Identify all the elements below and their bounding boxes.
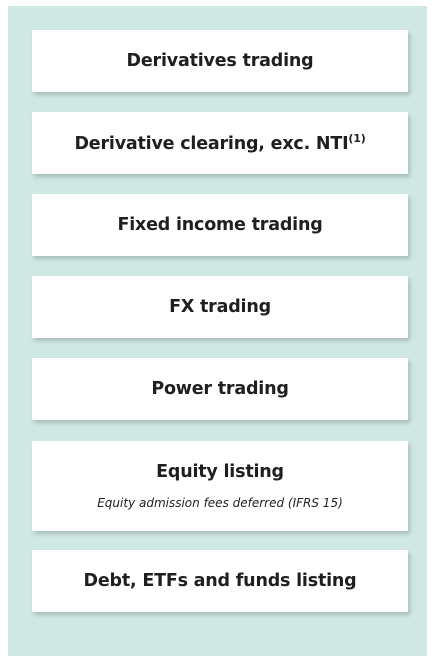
box-label: Equity listing [156, 462, 284, 482]
panel: Derivatives trading Derivative clearing,… [8, 6, 427, 656]
box: FX trading [32, 276, 408, 338]
box-label: Power trading [151, 379, 289, 399]
box-label: Derivative clearing, exc. NTI [74, 133, 349, 154]
footnote-marker: (1) [348, 132, 366, 146]
box: Derivatives trading [32, 30, 408, 92]
box: Derivative clearing, exc. NTI(1) [32, 112, 408, 174]
box: Power trading [32, 358, 408, 420]
box: Fixed income trading [32, 194, 408, 256]
box-label: Debt, ETFs and funds listing [83, 571, 357, 591]
box-note: Equity admission fees deferred (IFRS 15) [97, 496, 343, 510]
box: Equity listing Equity admission fees def… [32, 441, 408, 531]
box-label: FX trading [169, 297, 271, 317]
box-label: Derivatives trading [126, 51, 314, 71]
box: Debt, ETFs and funds listing [32, 550, 408, 612]
box-label-wrap: Derivative clearing, exc. NTI(1) [74, 132, 365, 154]
box-label: Fixed income trading [117, 215, 323, 235]
